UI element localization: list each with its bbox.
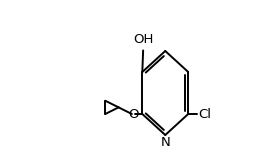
Text: OH: OH xyxy=(133,33,153,46)
Text: O: O xyxy=(128,108,138,121)
Text: Cl: Cl xyxy=(198,108,211,121)
Text: N: N xyxy=(160,136,170,149)
